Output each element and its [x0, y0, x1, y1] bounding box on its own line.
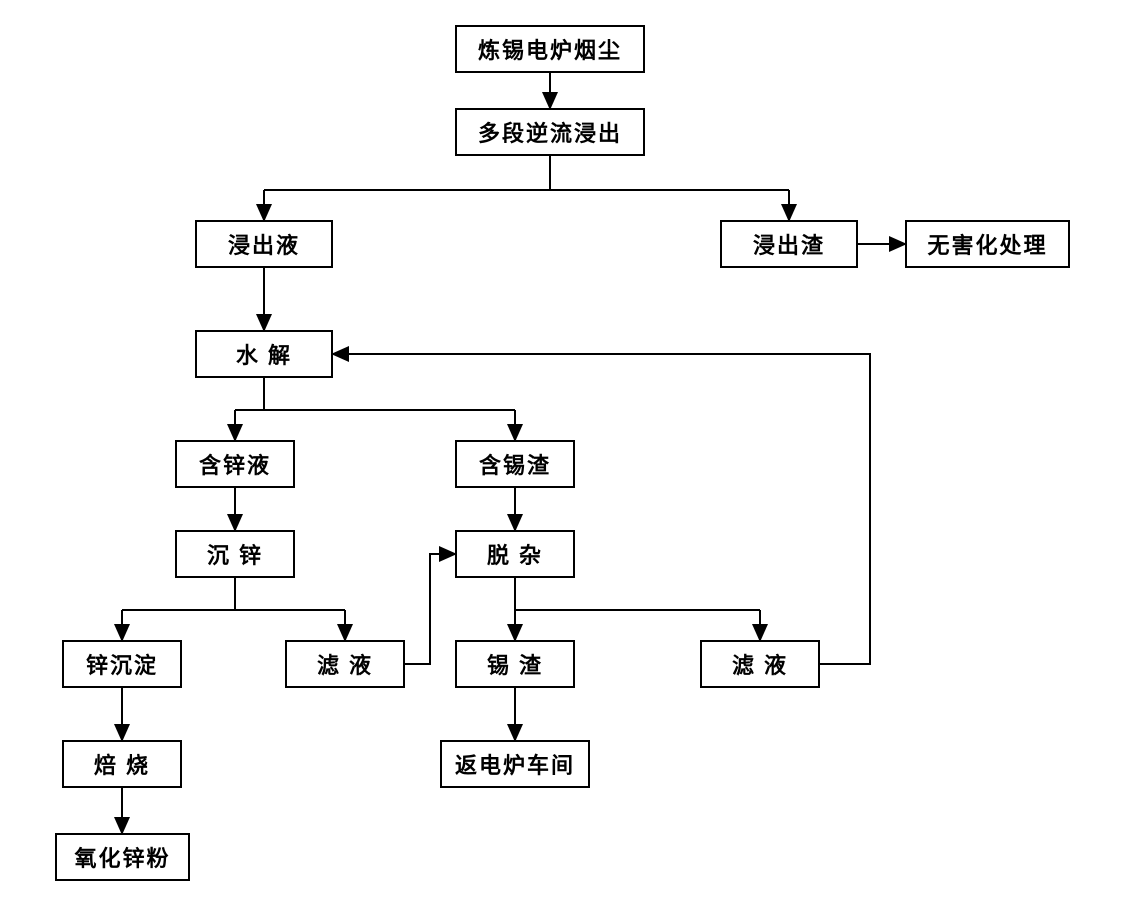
flowchart-node: 锡 渣 [455, 640, 575, 688]
flowchart-node: 氧化锌粉 [55, 833, 190, 881]
flowchart-node: 水 解 [195, 330, 333, 378]
flowchart-node: 浸出渣 [720, 220, 858, 268]
flowchart-node: 多段逆流浸出 [455, 108, 645, 156]
flowchart-edge [405, 554, 455, 664]
flowchart-node: 含锌液 [175, 440, 295, 488]
flowchart-canvas: 炼锡电炉烟尘多段逆流浸出浸出液 浸出渣无害化处理水 解含锌液 含锡渣沉 锌 脱 杂锌沉… [0, 0, 1136, 904]
flowchart-node: 焙 烧 [62, 740, 182, 788]
flowchart-node: 炼锡电炉烟尘 [455, 25, 645, 73]
flowchart-node: 沉 锌 [175, 530, 295, 578]
flowchart-node: 脱 杂 [455, 530, 575, 578]
flowchart-node: 滤 液 [700, 640, 820, 688]
flowchart-node: 返电炉车间 [440, 740, 590, 788]
flowchart-node: 滤 液 [285, 640, 405, 688]
flowchart-node: 锌沉淀 [62, 640, 182, 688]
flowchart-node: 含锡渣 [455, 440, 575, 488]
flowchart-node: 无害化处理 [905, 220, 1070, 268]
flowchart-node: 浸出液 [195, 220, 333, 268]
flowchart-edge [333, 354, 870, 664]
